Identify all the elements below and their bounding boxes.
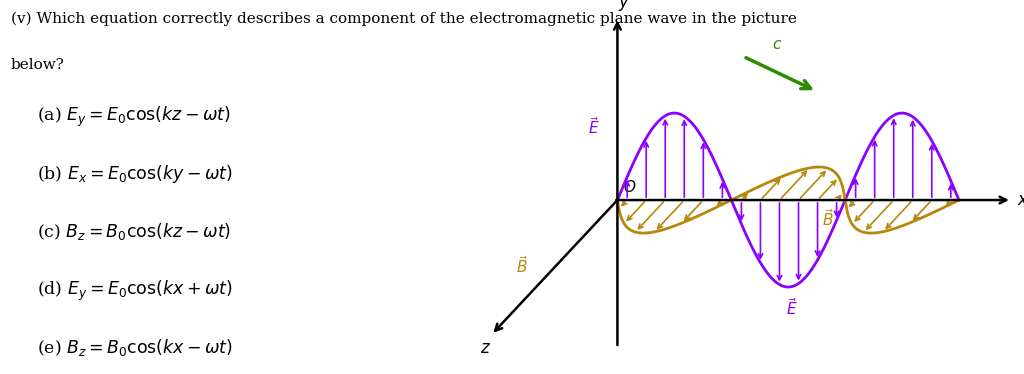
Text: $y$: $y$ [617,0,630,13]
Text: (c) $B_z = B_0 \cos(kz - \omega t)$: (c) $B_z = B_0 \cos(kz - \omega t)$ [37,221,231,242]
Text: $\vec{B}$: $\vec{B}$ [515,255,528,276]
Text: $c$: $c$ [772,37,782,52]
Text: $\vec{B}$: $\vec{B}$ [822,208,835,229]
Text: $O$: $O$ [623,179,637,195]
Text: (a) $E_y = E_0 \cos(kz - \omega t)$: (a) $E_y = E_0 \cos(kz - \omega t)$ [37,105,231,129]
Text: $\vec{E}$: $\vec{E}$ [588,116,599,137]
Text: below?: below? [10,58,65,72]
Text: (v) Which equation correctly describes a component of the electromagnetic plane : (v) Which equation correctly describes a… [10,11,797,25]
Text: (d) $E_y = E_0 \cos(kx + \omega t)$: (d) $E_y = E_0 \cos(kx + \omega t)$ [37,279,233,303]
Text: $z$: $z$ [480,339,492,357]
Text: $x$: $x$ [1018,191,1024,209]
Text: (b) $E_x = E_0 \cos(ky - \omega t)$: (b) $E_x = E_0 \cos(ky - \omega t)$ [37,163,233,185]
Text: $\vec{E}$: $\vec{E}$ [786,297,798,318]
Text: (e) $B_z = B_0 \cos(kx - \omega t)$: (e) $B_z = B_0 \cos(kx - \omega t)$ [37,337,233,358]
